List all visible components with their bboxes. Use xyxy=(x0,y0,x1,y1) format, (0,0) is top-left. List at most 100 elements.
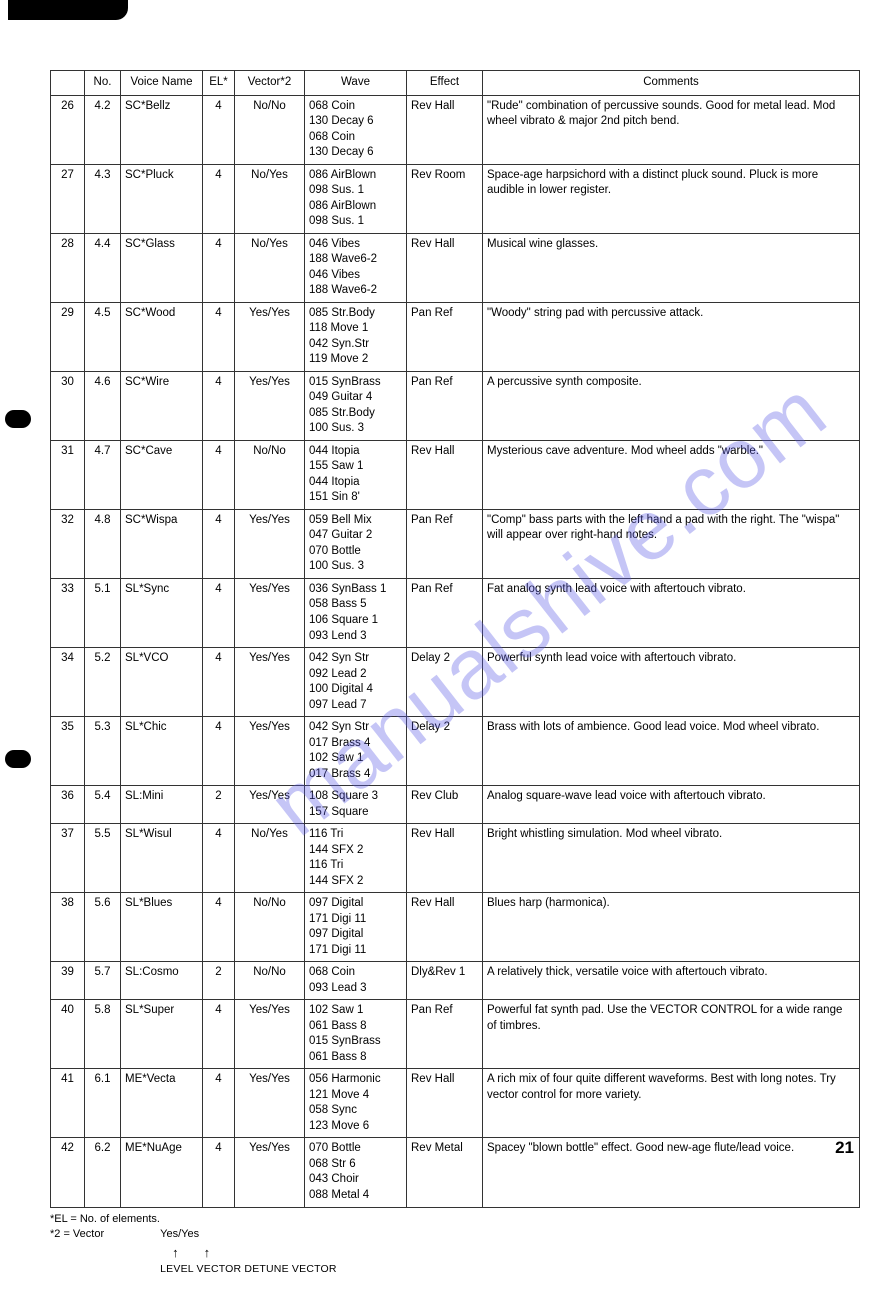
cell-vector: Yes/Yes xyxy=(235,371,305,440)
wave-line: 088 Metal 4 xyxy=(309,1188,402,1204)
cell-wave: 068 Coin093 Lead 3 xyxy=(305,962,407,1000)
cell-wave: 070 Bottle068 Str 6043 Choir088 Metal 4 xyxy=(305,1138,407,1207)
cell-vector: Yes/Yes xyxy=(235,578,305,647)
cell-voice-name: SC*Cave xyxy=(121,440,203,509)
cell-vector: No/No xyxy=(235,962,305,1000)
wave-line: 188 Wave6-2 xyxy=(309,283,402,299)
wave-line: 108 Square 3 xyxy=(309,789,402,805)
cell-vector: No/No xyxy=(235,893,305,962)
wave-line: 144 SFX 2 xyxy=(309,874,402,890)
wave-line: 116 Tri xyxy=(309,827,402,843)
cell-el: 4 xyxy=(203,95,235,164)
wave-line: 068 Coin xyxy=(309,99,402,115)
table-row: 284.4SC*Glass4No/Yes046 Vibes188 Wave6-2… xyxy=(51,233,860,302)
col-header-el: EL* xyxy=(203,71,235,96)
col-header-wave: Wave xyxy=(305,71,407,96)
wave-line: 093 Lead 3 xyxy=(309,981,402,997)
table-row: 416.1ME*Vecta4Yes/Yes056 Harmonic121 Mov… xyxy=(51,1069,860,1138)
cell-el: 4 xyxy=(203,1000,235,1069)
cell-voice-name: SL:Cosmo xyxy=(121,962,203,1000)
cell-no: 4.8 xyxy=(85,509,121,578)
footnote-vector-sub: LEVEL VECTOR DETUNE VECTOR xyxy=(160,1263,337,1275)
cell-index: 37 xyxy=(51,824,85,893)
wave-line: 017 Brass 4 xyxy=(309,767,402,783)
cell-no: 4.5 xyxy=(85,302,121,371)
wave-line: 068 Coin xyxy=(309,130,402,146)
table-row: 375.5SL*Wisul4No/Yes116 Tri144 SFX 2116 … xyxy=(51,824,860,893)
cell-wave: 042 Syn Str092 Lead 2100 Digital 4097 Le… xyxy=(305,648,407,717)
col-header-no: No. xyxy=(85,71,121,96)
cell-no: 5.6 xyxy=(85,893,121,962)
cell-effect: Rev Metal xyxy=(407,1138,483,1207)
table-row: 385.6SL*Blues4No/No097 Digital171 Digi 1… xyxy=(51,893,860,962)
cell-index: 38 xyxy=(51,893,85,962)
cell-vector: Yes/Yes xyxy=(235,1000,305,1069)
cell-no: 4.7 xyxy=(85,440,121,509)
wave-line: 130 Decay 6 xyxy=(309,114,402,130)
table-row: 314.7SC*Cave4No/No044 Itopia155 Saw 1044… xyxy=(51,440,860,509)
cell-effect: Delay 2 xyxy=(407,648,483,717)
cell-index: 30 xyxy=(51,371,85,440)
wave-line: 036 SynBass 1 xyxy=(309,582,402,598)
cell-el: 4 xyxy=(203,509,235,578)
cell-el: 4 xyxy=(203,164,235,233)
cell-voice-name: ME*Vecta xyxy=(121,1069,203,1138)
table-row: 324.8SC*Wispa4Yes/Yes059 Bell Mix047 Gui… xyxy=(51,509,860,578)
cell-vector: No/No xyxy=(235,95,305,164)
wave-line: 061 Bass 8 xyxy=(309,1019,402,1035)
cell-comments: Brass with lots of ambience. Good lead v… xyxy=(483,717,860,786)
footnote-vector-value: Yes/Yes xyxy=(160,1228,199,1240)
wave-line: 092 Lead 2 xyxy=(309,667,402,683)
table-row: 355.3SL*Chic4Yes/Yes042 Syn Str017 Brass… xyxy=(51,717,860,786)
cell-voice-name: ME*NuAge xyxy=(121,1138,203,1207)
cell-wave: 015 SynBrass049 Guitar 4085 Str.Body100 … xyxy=(305,371,407,440)
cell-comments: A relatively thick, versatile voice with… xyxy=(483,962,860,1000)
wave-line: 121 Move 4 xyxy=(309,1088,402,1104)
wave-line: 070 Bottle xyxy=(309,1141,402,1157)
cell-voice-name: SC*Pluck xyxy=(121,164,203,233)
table-row: 274.3SC*Pluck4No/Yes086 AirBlown098 Sus.… xyxy=(51,164,860,233)
cell-no: 5.4 xyxy=(85,786,121,824)
cell-index: 31 xyxy=(51,440,85,509)
table-row: 345.2SL*VCO4Yes/Yes042 Syn Str092 Lead 2… xyxy=(51,648,860,717)
cell-wave: 059 Bell Mix047 Guitar 2070 Bottle100 Su… xyxy=(305,509,407,578)
wave-line: 102 Saw 1 xyxy=(309,1003,402,1019)
cell-el: 4 xyxy=(203,717,235,786)
cell-no: 5.8 xyxy=(85,1000,121,1069)
wave-line: 059 Bell Mix xyxy=(309,513,402,529)
table-row: 294.5SC*Wood4Yes/Yes085 Str.Body118 Move… xyxy=(51,302,860,371)
wave-line: 151 Sin 8' xyxy=(309,490,402,506)
cell-comments: Powerful synth lead voice with aftertouc… xyxy=(483,648,860,717)
wave-line: 100 Sus. 3 xyxy=(309,559,402,575)
cell-index: 26 xyxy=(51,95,85,164)
wave-line: 188 Wave6-2 xyxy=(309,252,402,268)
cell-no: 6.2 xyxy=(85,1138,121,1207)
cell-wave: 108 Square 3157 Square xyxy=(305,786,407,824)
cell-effect: Rev Hall xyxy=(407,95,483,164)
cell-effect: Rev Room xyxy=(407,164,483,233)
cell-no: 5.2 xyxy=(85,648,121,717)
wave-line: 015 SynBrass xyxy=(309,375,402,391)
page-number: 21 xyxy=(835,1138,854,1158)
cell-el: 4 xyxy=(203,1069,235,1138)
cell-vector: Yes/Yes xyxy=(235,509,305,578)
cell-vector: No/Yes xyxy=(235,233,305,302)
table-row: 395.7SL:Cosmo2No/No068 Coin093 Lead 3Dly… xyxy=(51,962,860,1000)
cell-index: 27 xyxy=(51,164,85,233)
cell-el: 4 xyxy=(203,302,235,371)
cell-wave: 056 Harmonic121 Move 4058 Sync123 Move 6 xyxy=(305,1069,407,1138)
cell-no: 5.1 xyxy=(85,578,121,647)
table-row: 335.1SL*Sync4Yes/Yes036 SynBass 1058 Bas… xyxy=(51,578,860,647)
cell-index: 32 xyxy=(51,509,85,578)
cell-effect: Delay 2 xyxy=(407,717,483,786)
table-row: 365.4SL:Mini2Yes/Yes108 Square 3157 Squa… xyxy=(51,786,860,824)
cell-no: 4.3 xyxy=(85,164,121,233)
binder-hole xyxy=(5,750,31,768)
cell-vector: No/No xyxy=(235,440,305,509)
table-row: 304.6SC*Wire4Yes/Yes015 SynBrass049 Guit… xyxy=(51,371,860,440)
cell-effect: Pan Ref xyxy=(407,578,483,647)
footnote-arrows: ↑↑ xyxy=(160,1244,337,1262)
cell-index: 41 xyxy=(51,1069,85,1138)
wave-line: 042 Syn Str xyxy=(309,720,402,736)
wave-line: 097 Digital xyxy=(309,896,402,912)
